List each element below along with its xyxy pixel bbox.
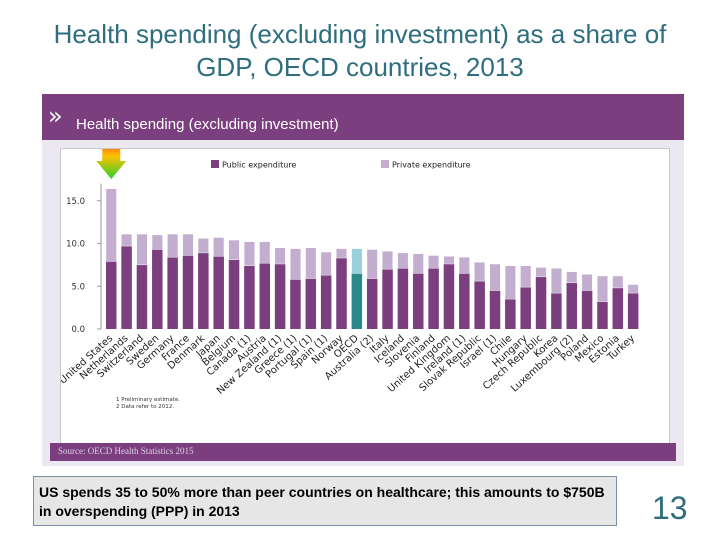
bar-private <box>121 233 133 247</box>
bar-public <box>474 281 485 329</box>
bar-private <box>520 265 532 288</box>
panel-header-title: Health spending (excluding investment) <box>76 116 339 133</box>
bar-public <box>259 263 270 329</box>
bar-private <box>474 262 486 282</box>
bar-public <box>581 290 593 329</box>
bar-private <box>151 234 163 250</box>
y-tick-label: 15.0 <box>66 197 85 207</box>
bar-private <box>458 256 470 274</box>
bar-private <box>305 247 317 279</box>
bar-public <box>228 259 240 329</box>
bar-public <box>320 275 332 329</box>
bar-private <box>566 271 578 284</box>
bar-private <box>351 248 363 274</box>
bar-public <box>152 249 163 329</box>
bar-public <box>382 269 393 329</box>
bar-public <box>520 287 531 329</box>
bar-private <box>228 239 240 260</box>
bar-public <box>413 273 424 329</box>
chevron-right-icon: » <box>48 102 63 130</box>
bar-private <box>581 274 593 291</box>
chart-panel: » Health spending (excluding investment)… <box>42 94 684 466</box>
bar-private <box>167 233 179 258</box>
bar-public <box>336 258 347 329</box>
bar-private <box>535 267 547 278</box>
bar-private <box>197 238 209 254</box>
y-tick-label: 5.0 <box>71 282 85 292</box>
bar-public <box>290 279 301 329</box>
source-text: Source: OECD Health Statistics 2015 <box>58 446 194 456</box>
bar-private <box>213 237 225 257</box>
bar-public <box>244 265 255 329</box>
bar-public <box>551 293 562 329</box>
bar-private <box>504 265 516 300</box>
bar-private <box>336 248 347 259</box>
bar-public <box>505 299 516 329</box>
bar-private <box>443 256 455 265</box>
bar-public <box>397 268 409 329</box>
bar-private <box>366 249 378 279</box>
bar-public <box>305 278 317 329</box>
bar-private <box>550 268 562 294</box>
callout-text: US spends 35 to 50% more than peer count… <box>39 484 605 519</box>
bar-private <box>489 263 501 291</box>
source-bar <box>50 443 676 461</box>
y-tick-label: 0.0 <box>71 325 85 335</box>
bar-public <box>535 276 547 329</box>
bar-public <box>459 273 470 329</box>
bar-public <box>351 273 363 329</box>
bar-public <box>167 257 178 329</box>
legend-label: Public expenditure <box>222 161 296 170</box>
y-tick-label: 10.0 <box>66 240 85 250</box>
bar-public <box>627 293 639 329</box>
legend-swatch <box>211 160 219 168</box>
bar-private <box>382 250 393 270</box>
down-arrow-icon <box>96 137 127 179</box>
bar-private <box>597 275 608 302</box>
footnote: 2 Data refer to 2012. <box>116 404 174 410</box>
bar-private <box>289 248 301 280</box>
bar-public <box>366 278 378 329</box>
bar-public <box>121 246 132 329</box>
plot-area: 0.0 5.0 10.0 15.0 Public expenditure Private … <box>58 137 670 450</box>
bar-private <box>320 251 332 276</box>
legend-label: Private expenditure <box>392 161 471 170</box>
bar-private <box>412 253 424 274</box>
legend-swatch <box>381 160 389 168</box>
bar-private <box>243 241 255 266</box>
bar-chart: 0.0 5.0 10.0 15.0 Public expenditure Private … <box>58 137 639 410</box>
footnote: 1 Preliminary estimate. <box>116 397 180 403</box>
bar-private <box>428 255 440 269</box>
bar-public <box>612 287 624 329</box>
panel-header: » Health spending (excluding investment) <box>42 94 684 140</box>
bar-public <box>136 264 148 329</box>
bar-public <box>182 255 194 329</box>
bar-private <box>397 252 409 269</box>
bar-public <box>489 290 501 329</box>
page-number: 13 <box>652 490 688 526</box>
bar-public <box>213 256 224 329</box>
bar-private <box>627 284 639 294</box>
bar-public <box>274 264 286 329</box>
bar-public <box>443 264 455 329</box>
bar-public <box>597 301 608 329</box>
bar-private <box>274 247 286 265</box>
bar-private <box>136 233 148 266</box>
bar-public <box>106 261 117 329</box>
slide-title: Health spending (excluding investment) a… <box>53 19 667 82</box>
bar-public <box>428 268 439 329</box>
bar-private <box>105 188 117 262</box>
bar-private <box>612 275 624 289</box>
callout-box: US spends 35 to 50% more than peer count… <box>33 476 617 526</box>
bar-public <box>566 282 577 329</box>
bar-private <box>182 233 194 256</box>
bar-private <box>259 241 271 264</box>
bar-public <box>198 252 209 329</box>
